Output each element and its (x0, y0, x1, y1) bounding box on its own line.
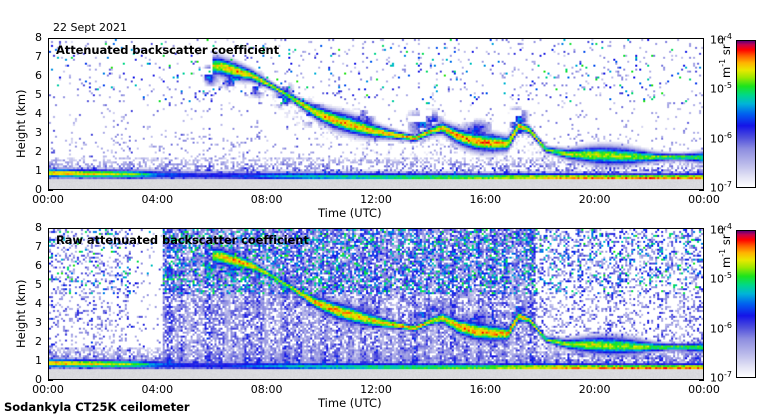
y-tick-label: 7 (35, 240, 42, 253)
colorbar-tick-label: 10-4 (710, 32, 732, 47)
y-tick-label: 6 (35, 69, 42, 82)
x-tick-label: 04:00 (141, 193, 174, 206)
y-tick-label: 2 (35, 335, 42, 348)
y-tick-label: 5 (35, 278, 42, 291)
panel2-colorbar-gradient (737, 231, 755, 377)
y-tick-mark-right (699, 380, 704, 382)
x-tick-label: 00:00 (32, 193, 64, 206)
colorbar-tick-label: 10-6 (710, 130, 732, 146)
y-tick-label: 3 (35, 316, 42, 329)
panel1-x-axis-label: Time (UTC) (318, 206, 382, 220)
y-tick-label: 1 (35, 354, 42, 367)
y-tick-label: 4 (35, 107, 42, 120)
y-tick-label: 5 (35, 88, 42, 101)
y-tick-label: 8 (35, 31, 42, 44)
x-tick-label: 00:00 (32, 383, 64, 396)
panel2-colorbar-unit-label: m-1 sr-1 (718, 226, 733, 268)
panel1-colorbar[interactable] (736, 40, 756, 188)
x-tick-label: 16:00 (469, 383, 502, 396)
panel1-plot-area[interactable] (48, 38, 704, 190)
y-tick-label: 7 (35, 50, 42, 63)
panel1-colorbar-unit-label: m-1 sr-1 (718, 36, 733, 78)
y-tick-label: 1 (35, 164, 42, 177)
colorbar-tick-label: 10-7 (710, 370, 732, 385)
colorbar-tick-label: 10-6 (710, 320, 732, 336)
panel1-colorbar-gradient (737, 41, 755, 187)
y-tick-mark (48, 380, 53, 382)
y-tick-label: 8 (35, 221, 42, 234)
panel2-x-axis-label: Time (UTC) (318, 396, 382, 410)
x-tick-label: 20:00 (578, 383, 611, 396)
panel2-heatmap-canvas (49, 229, 703, 379)
x-tick-label: 08:00 (250, 193, 283, 206)
x-tick-label: 08:00 (250, 383, 283, 396)
y-tick-label: 6 (35, 259, 42, 272)
x-tick-label: 20:00 (578, 193, 611, 206)
panel2-colorbar[interactable] (736, 230, 756, 378)
colorbar-tick-label: 10-7 (710, 180, 732, 195)
x-tick-label: 12:00 (360, 193, 392, 206)
y-tick-label: 0 (35, 183, 42, 196)
y-tick-mark-right (699, 190, 704, 192)
panel2-plot-area[interactable] (48, 228, 704, 380)
y-tick-mark (48, 190, 53, 192)
x-tick-label: 00:00 (688, 383, 720, 396)
x-tick-label: 12:00 (360, 383, 392, 396)
date-label: 22 Sept 2021 (53, 21, 128, 34)
panel2-title: Raw attenuated backscatter coefficient (56, 233, 309, 247)
colorbar-tick-label: 10-4 (710, 222, 732, 237)
colorbar-tick-label: 10-5 (710, 271, 732, 286)
x-tick-label: 04:00 (141, 383, 174, 396)
colorbar-tick-label: 10-5 (710, 81, 732, 96)
panel1-heatmap-canvas (49, 39, 703, 189)
y-tick-label: 4 (35, 297, 42, 310)
y-tick-label: 2 (35, 145, 42, 158)
y-tick-label: 0 (35, 373, 42, 386)
panel1-title: Attenuated backscatter coefficient (56, 43, 280, 57)
y-tick-label: 3 (35, 126, 42, 139)
x-tick-label: 00:00 (688, 193, 720, 206)
x-tick-label: 16:00 (469, 193, 502, 206)
figure-caption: Sodankyla CT25K ceilometer (4, 400, 190, 414)
